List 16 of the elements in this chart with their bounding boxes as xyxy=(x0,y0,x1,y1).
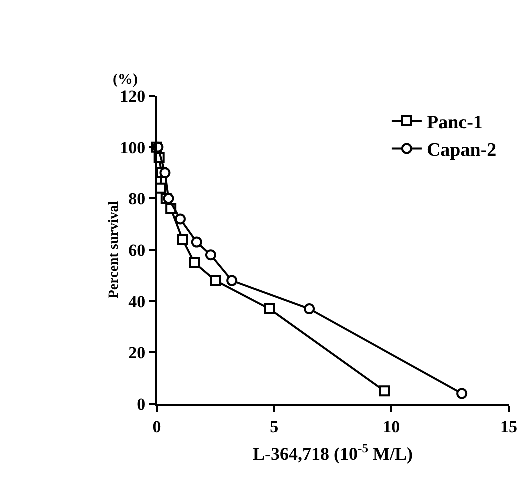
text: (%) xyxy=(113,72,138,88)
y-tick-label: 60 xyxy=(128,240,146,260)
x-axis-title: L-364,718 (10$^{-5}$ M/L) xyxy=(253,441,413,464)
y-tick-label: 0 xyxy=(137,394,146,414)
y-tick-label: 20 xyxy=(128,344,146,363)
y-tick-label: 80 xyxy=(128,190,146,209)
y-tick-label: 100 xyxy=(120,138,146,158)
legend-label: Panc-1 xyxy=(426,112,483,134)
y-axis-title: Percent survival xyxy=(107,201,122,299)
y-tick-label: 40 xyxy=(128,292,146,312)
x-tick-label: 15 xyxy=(500,417,518,436)
x-tick-label: 5 xyxy=(270,417,279,436)
legend-label: Capan-2 xyxy=(426,140,497,162)
x-tick-label: 0 xyxy=(152,417,162,436)
y-tick-label: 120 xyxy=(120,86,146,106)
x-tick-label: 10 xyxy=(383,417,400,436)
